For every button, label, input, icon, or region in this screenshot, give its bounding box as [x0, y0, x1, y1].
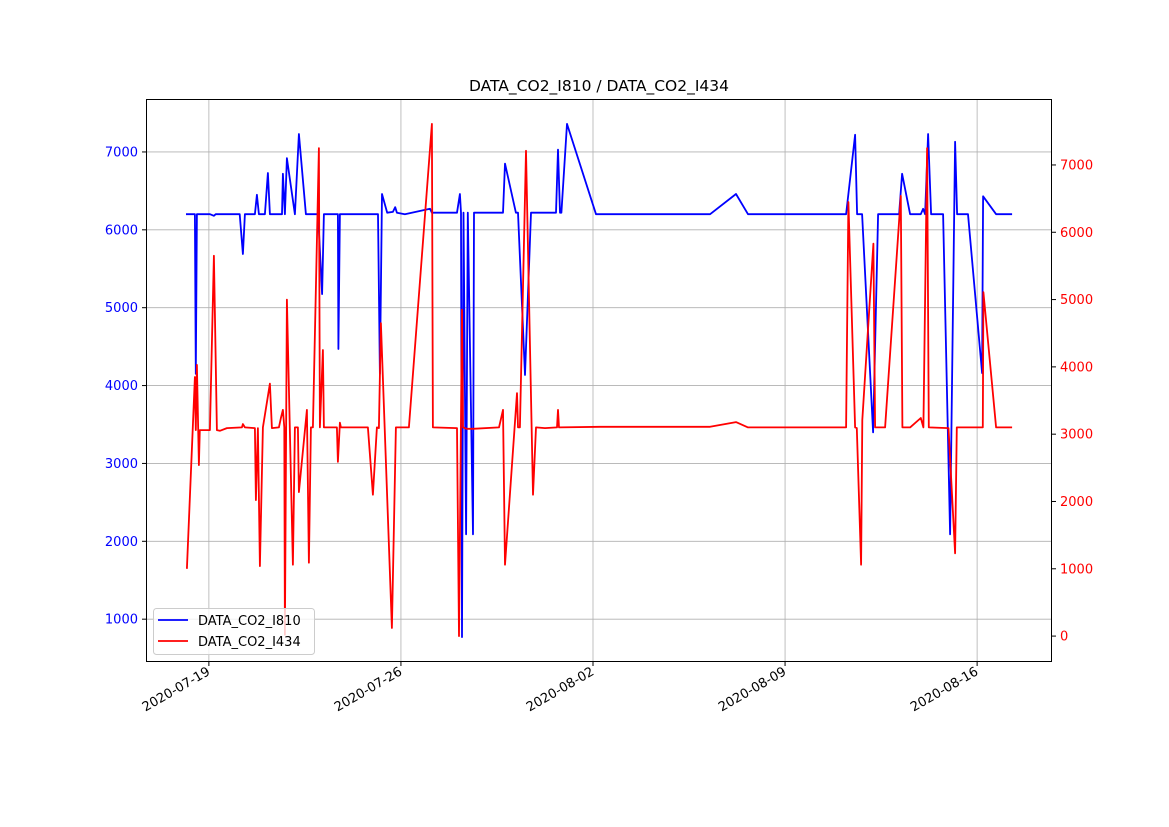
right-tick-label: 4000	[1060, 360, 1093, 375]
right-tick-label: 0	[1060, 630, 1068, 645]
left-tick-label: 7000	[105, 145, 138, 160]
left-tick-label: 5000	[105, 301, 138, 316]
right-tick-label: 1000	[1060, 562, 1093, 577]
chart-title: DATA_CO2_I810 / DATA_CO2_I434	[469, 77, 729, 96]
left-tick-label: 4000	[105, 379, 138, 394]
plot-frame	[146, 99, 1052, 662]
left-tick-label: 3000	[105, 457, 138, 472]
right-tick-label: 6000	[1060, 226, 1093, 241]
left-tick-label: 6000	[105, 223, 138, 238]
series-line-data-co2-i434	[186, 123, 1013, 637]
legend-label-i434: DATA_CO2_I434	[198, 635, 301, 650]
left-tick-label: 2000	[105, 535, 138, 550]
left-tick-label: 1000	[105, 613, 138, 628]
right-tick-label: 3000	[1060, 428, 1093, 443]
right-tick-label: 5000	[1060, 293, 1093, 308]
legend: DATA_CO2_I810 DATA_CO2_I434	[153, 608, 315, 655]
legend-label-i810: DATA_CO2_I810	[198, 614, 301, 629]
series-lines	[186, 123, 1013, 638]
series-line-data-co2-i810	[186, 123, 1013, 638]
right-tick-label: 2000	[1060, 495, 1093, 510]
legend-box	[153, 608, 315, 655]
right-tick-label: 7000	[1060, 158, 1093, 173]
